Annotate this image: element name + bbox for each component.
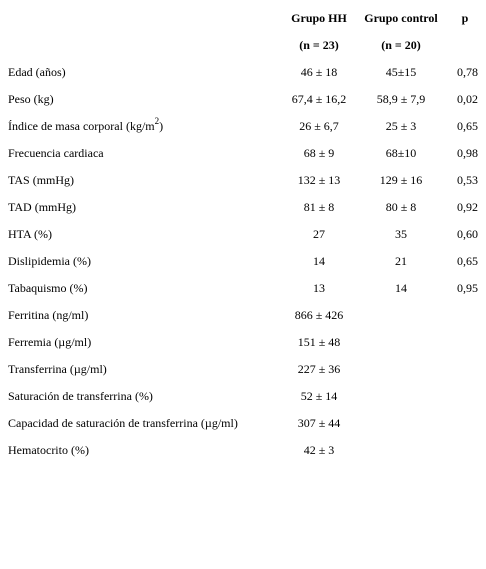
value-cell: 0,78 — [457, 65, 478, 79]
row-label: Saturación de transferrina (%) — [8, 389, 153, 403]
value-cell: 0,53 — [457, 173, 478, 187]
text: ) — [159, 119, 164, 133]
value-cell: 13 — [313, 281, 325, 295]
row-label: Peso (kg) — [8, 92, 54, 106]
value-cell: 21 — [395, 254, 407, 268]
text: Índice de masa corporal (kg/m — [8, 119, 155, 133]
row-label: Hematocrito (%) — [8, 443, 89, 457]
value-cell: 67,4 ± 16,2 — [291, 92, 347, 106]
row-label: Capacidad de saturación de transferrina … — [8, 416, 238, 430]
row-label: Índice de masa corporal (kg/m2) — [8, 116, 308, 134]
value-cell: 58,9 ± 7,9 — [376, 92, 426, 106]
value-cell: 45±15 — [385, 65, 417, 79]
row-label: TAD (mmHg) — [8, 200, 77, 214]
value-cell: 0,65 — [457, 119, 478, 133]
value-cell: 68±10 — [385, 146, 417, 160]
value-cell: 80 ± 8 — [385, 200, 417, 214]
value-cell: 14 — [395, 281, 407, 295]
value-cell: 132 ± 13 — [297, 173, 341, 187]
value-cell: 35 — [395, 227, 407, 241]
value-cell: 307 ± 44 — [297, 416, 341, 430]
value-cell: 0,98 — [457, 146, 478, 160]
value-cell: 151 ± 48 — [297, 335, 341, 349]
row-label: TAS (mmHg) — [8, 173, 75, 187]
header-cell: (n = 23) — [299, 38, 339, 52]
value-cell: 81 ± 8 — [303, 200, 335, 214]
value-cell: 42 ± 3 — [303, 443, 335, 457]
row-label: Tabaquismo (%) — [8, 281, 88, 295]
value-cell: 52 ± 14 — [300, 389, 338, 403]
row-label: Edad (años) — [8, 65, 66, 79]
value-cell: 46 ± 18 — [300, 65, 338, 79]
value-cell: 0,92 — [457, 200, 478, 214]
value-cell: 0,60 — [457, 227, 478, 241]
value-cell: 0,65 — [457, 254, 478, 268]
row-label: Transferrina (µg/ml) — [8, 362, 107, 376]
value-cell: 68 ± 9 — [303, 146, 335, 160]
value-cell: 25 ± 3 — [385, 119, 417, 133]
header-cell: (n = 20) — [381, 38, 421, 52]
row-label: Dislipidemia (%) — [8, 254, 91, 268]
row-label: Ferritina (ng/ml) — [8, 308, 89, 322]
value-cell: 26 ± 6,7 — [299, 119, 339, 133]
value-cell: 27 — [313, 227, 325, 241]
value-cell: 866 ± 426 — [294, 308, 344, 322]
row-label: Ferremia (µg/ml) — [8, 335, 92, 349]
value-cell: 227 ± 36 — [297, 362, 341, 376]
superscript: 2 — [154, 116, 160, 126]
row-label: Frecuencia cardiaca — [8, 146, 104, 160]
header-cell: p — [461, 11, 469, 25]
header-cell: Grupo HH — [291, 11, 347, 25]
value-cell: 129 ± 16 — [379, 173, 423, 187]
value-cell: 0,02 — [457, 92, 478, 106]
value-cell: 14 — [313, 254, 325, 268]
row-label: HTA (%) — [8, 227, 53, 241]
value-cell: 0,95 — [457, 281, 478, 295]
header-cell: Grupo control — [364, 11, 438, 25]
